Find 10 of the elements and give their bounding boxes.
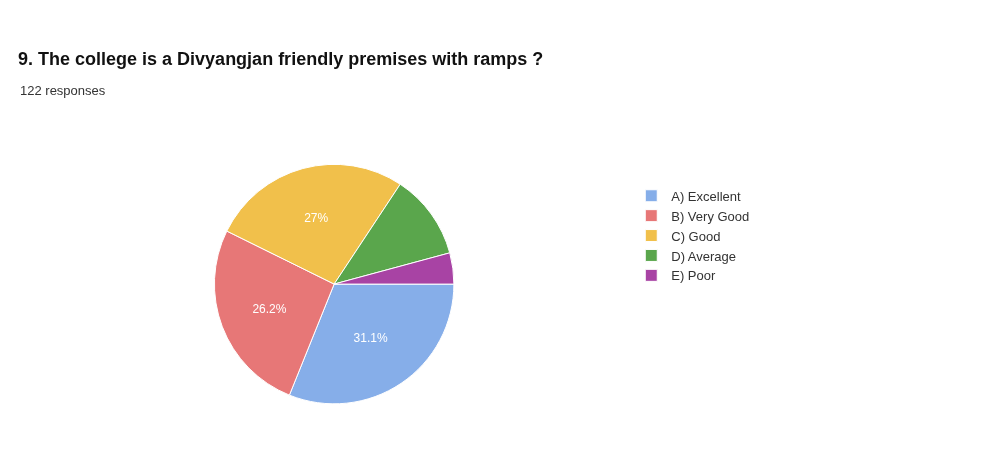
legend-label: B) Very Good	[671, 208, 750, 224]
data-label: 31.1%	[353, 331, 388, 346]
text: 122 responses	[20, 83, 106, 98]
legend-label: E) Poor	[671, 268, 716, 284]
legend-label: D) Average	[671, 248, 737, 264]
data-label: 27%	[304, 211, 329, 226]
chart-title: 9. The college is a Divyangjan friendly premises with ramps ?	[18, 49, 544, 70]
data-label: 26.2%	[252, 301, 287, 316]
legend-label: C) Good	[671, 228, 721, 244]
legend-label: A) Excellent	[671, 188, 742, 204]
